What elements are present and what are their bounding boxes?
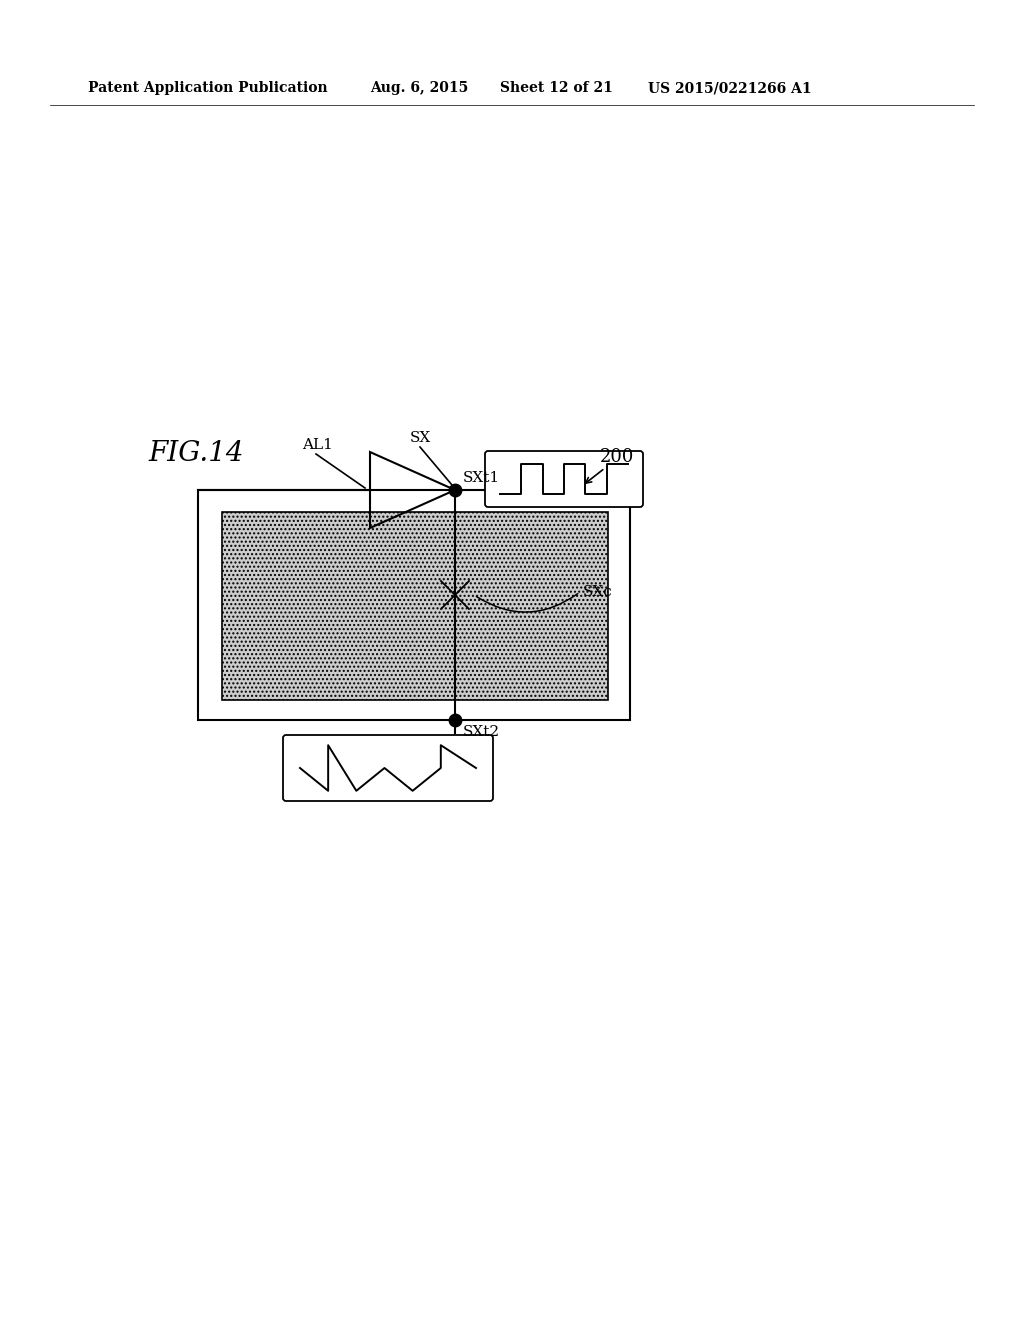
Text: Patent Application Publication: Patent Application Publication (88, 81, 328, 95)
Text: Aug. 6, 2015: Aug. 6, 2015 (370, 81, 468, 95)
Text: SXt1: SXt1 (463, 471, 500, 484)
Bar (198, 490, 630, 719)
Text: SX: SX (410, 432, 431, 445)
Text: SXc: SXc (583, 585, 612, 599)
FancyArrowPatch shape (476, 594, 578, 612)
Text: AL1: AL1 (302, 438, 333, 451)
Bar (222, 512, 608, 700)
Text: US 2015/0221266 A1: US 2015/0221266 A1 (648, 81, 812, 95)
FancyBboxPatch shape (485, 451, 643, 507)
Text: Sheet 12 of 21: Sheet 12 of 21 (500, 81, 613, 95)
Text: 200: 200 (600, 447, 635, 466)
Text: SXt2: SXt2 (463, 725, 500, 739)
Text: FIG.14: FIG.14 (148, 440, 244, 467)
FancyBboxPatch shape (283, 735, 493, 801)
